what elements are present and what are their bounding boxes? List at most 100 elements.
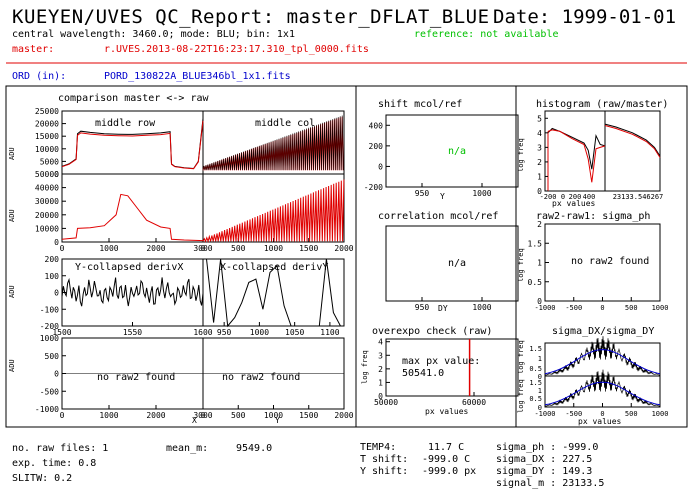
y-tick-label: 0 <box>54 289 59 298</box>
master-file: r.UVES.2013-08-22T16:23:17.310_tpl_0000.… <box>104 44 369 55</box>
no-raw2-x: no raw2 found <box>97 372 175 383</box>
plot-frame <box>61 173 204 243</box>
y-tick-label: 0 <box>54 370 59 379</box>
overexpo-text2: 50541.0 <box>402 368 444 379</box>
y-tick-label: -500 <box>40 387 59 396</box>
x-tick-label: 2000 <box>334 411 353 420</box>
footer-mean-m-label: mean_m: <box>166 443 209 454</box>
plot-frame <box>202 258 345 327</box>
y-tick-label: 15000 <box>35 132 59 141</box>
corr-xlabel: DY <box>438 304 448 313</box>
sigma-dx-line <box>544 336 661 376</box>
footer-raw-files: no. raw files: 1 <box>12 443 109 454</box>
x-tick-label: 1000 <box>250 328 269 337</box>
dxdy-title: sigma_DX/sigma_DY <box>552 326 654 337</box>
shift-title: shift mcol/ref <box>378 99 462 110</box>
sigma-dy-line <box>544 369 660 407</box>
xlabel-x: X <box>192 416 197 425</box>
x-tick-label: 1000 <box>99 411 118 420</box>
x-tick-label: 950 <box>217 328 232 337</box>
x-tick-label: 200 <box>569 193 582 201</box>
x-tick-label: -500 <box>565 304 582 312</box>
x-tick-label: 23133.546267 <box>613 193 664 201</box>
y-tick-label: 5 <box>537 114 542 123</box>
x-tick-label: 50000 <box>374 398 398 407</box>
y-tick-label: 200 <box>45 255 60 264</box>
y-tick-label: 2 <box>537 158 542 167</box>
y-tick-label: 1.5 <box>529 345 542 353</box>
x-tick-label: -200 <box>540 193 557 201</box>
footer-sigma-dx: sigma_DX : 227.5 <box>496 454 593 465</box>
x-tick-label: 0 <box>561 193 565 201</box>
footer-yshift-value: -999.0 px <box>422 466 477 477</box>
y-tick-label: -100 <box>40 305 59 314</box>
y-tick-label: 5000 <box>40 157 59 166</box>
x-tick-label: -1000 <box>534 410 555 418</box>
x-tick-label: 500 <box>231 244 246 253</box>
x-tick-label: 1000 <box>652 410 669 418</box>
ord-file: PORD_130822A_BLUE346bl_1x1.fits <box>104 71 291 82</box>
y-tick-label: 1 <box>378 378 383 387</box>
y-tick-label: 10000 <box>35 224 59 233</box>
footer-exp-time: exp. time: 0.8 <box>12 458 97 469</box>
y-tick-label: -200 <box>364 183 383 192</box>
footer-tshift-label: T shift: <box>360 454 409 465</box>
sigma-no-raw2: no raw2 found <box>571 256 649 267</box>
x-tick-label: 3000 <box>193 411 212 420</box>
x-tick-label: 2000 <box>146 244 165 253</box>
dxdy-xlabel: px values <box>578 417 622 426</box>
hist-frame-right <box>604 110 661 192</box>
x-tick-label: 2000 <box>334 244 353 253</box>
label-ycollapsed: Y-collapsed derivX <box>75 262 183 273</box>
x-tick-label: 1000 <box>472 303 491 312</box>
hist-raw-line-right <box>604 123 661 157</box>
x-tick-label: 0 <box>201 411 206 420</box>
x-tick-label: 3000 <box>193 244 212 253</box>
ylabel-adu-3: ADU <box>8 285 16 298</box>
xcollapsed-line <box>206 258 341 328</box>
y-tick-label: 0 <box>538 404 542 412</box>
config-line: central wavelength: 3460.0; mode: BLU; b… <box>12 29 295 40</box>
y-tick-label: 20000 <box>35 211 59 220</box>
footer-slitw: SLITW: 0.2 <box>12 473 73 484</box>
plot-frame <box>385 338 519 397</box>
master-row-line <box>61 193 204 242</box>
plot-frame <box>385 225 519 302</box>
sigma-title: raw2-raw1: sigma_ph <box>536 211 650 222</box>
no-raw2-y: no raw2 found <box>222 372 300 383</box>
y-tick-label: 1 <box>537 259 542 268</box>
hist-master-line-right <box>604 125 661 158</box>
y-tick-label: 0 <box>537 297 542 306</box>
shift-na: n/a <box>448 146 466 157</box>
y-tick-label: 50000 <box>35 170 59 179</box>
label-middle-row: middle row <box>95 118 156 129</box>
sigma-dy-line-fit <box>544 381 661 406</box>
x-tick-label: 1000 <box>99 244 118 253</box>
y-tick-label: 0 <box>54 238 59 247</box>
y-tick-label: 3 <box>378 351 383 360</box>
y-tick-label: 0.5 <box>528 278 543 287</box>
label-xcollapsed: X-collapsed derivY <box>220 262 328 273</box>
x-tick-label: 500 <box>231 411 246 420</box>
x-tick-label: 0 <box>600 304 604 312</box>
footer-temp4-label: TEMP4: <box>360 442 397 453</box>
footer-mean-m-value: 9549.0 <box>236 443 273 454</box>
master-label: master: <box>12 44 55 55</box>
x-tick-label: 1100 <box>320 328 339 337</box>
middle-row-master <box>61 120 204 170</box>
plots-frame <box>5 85 688 428</box>
reference-line: reference: not available <box>414 29 559 40</box>
footer-temp4-value: 11.7 C <box>428 442 465 453</box>
middle-col-raw <box>202 115 344 171</box>
x-tick-label: 1600 <box>193 328 212 337</box>
y-tick-label: 25000 <box>35 107 59 116</box>
footer-sigma-ph: sigma_ph : -999.0 <box>496 442 599 453</box>
shift-xlabel: Y <box>440 192 445 201</box>
x-tick-label: 0 <box>60 411 65 420</box>
y-tick-label: 2 <box>537 220 542 229</box>
x-tick-label: 60000 <box>462 398 486 407</box>
hist-raw-line <box>547 127 606 170</box>
y-tick-label: 4 <box>537 129 542 138</box>
label-middle-col: middle col <box>255 118 315 129</box>
y-tick-label: 0 <box>378 162 383 171</box>
